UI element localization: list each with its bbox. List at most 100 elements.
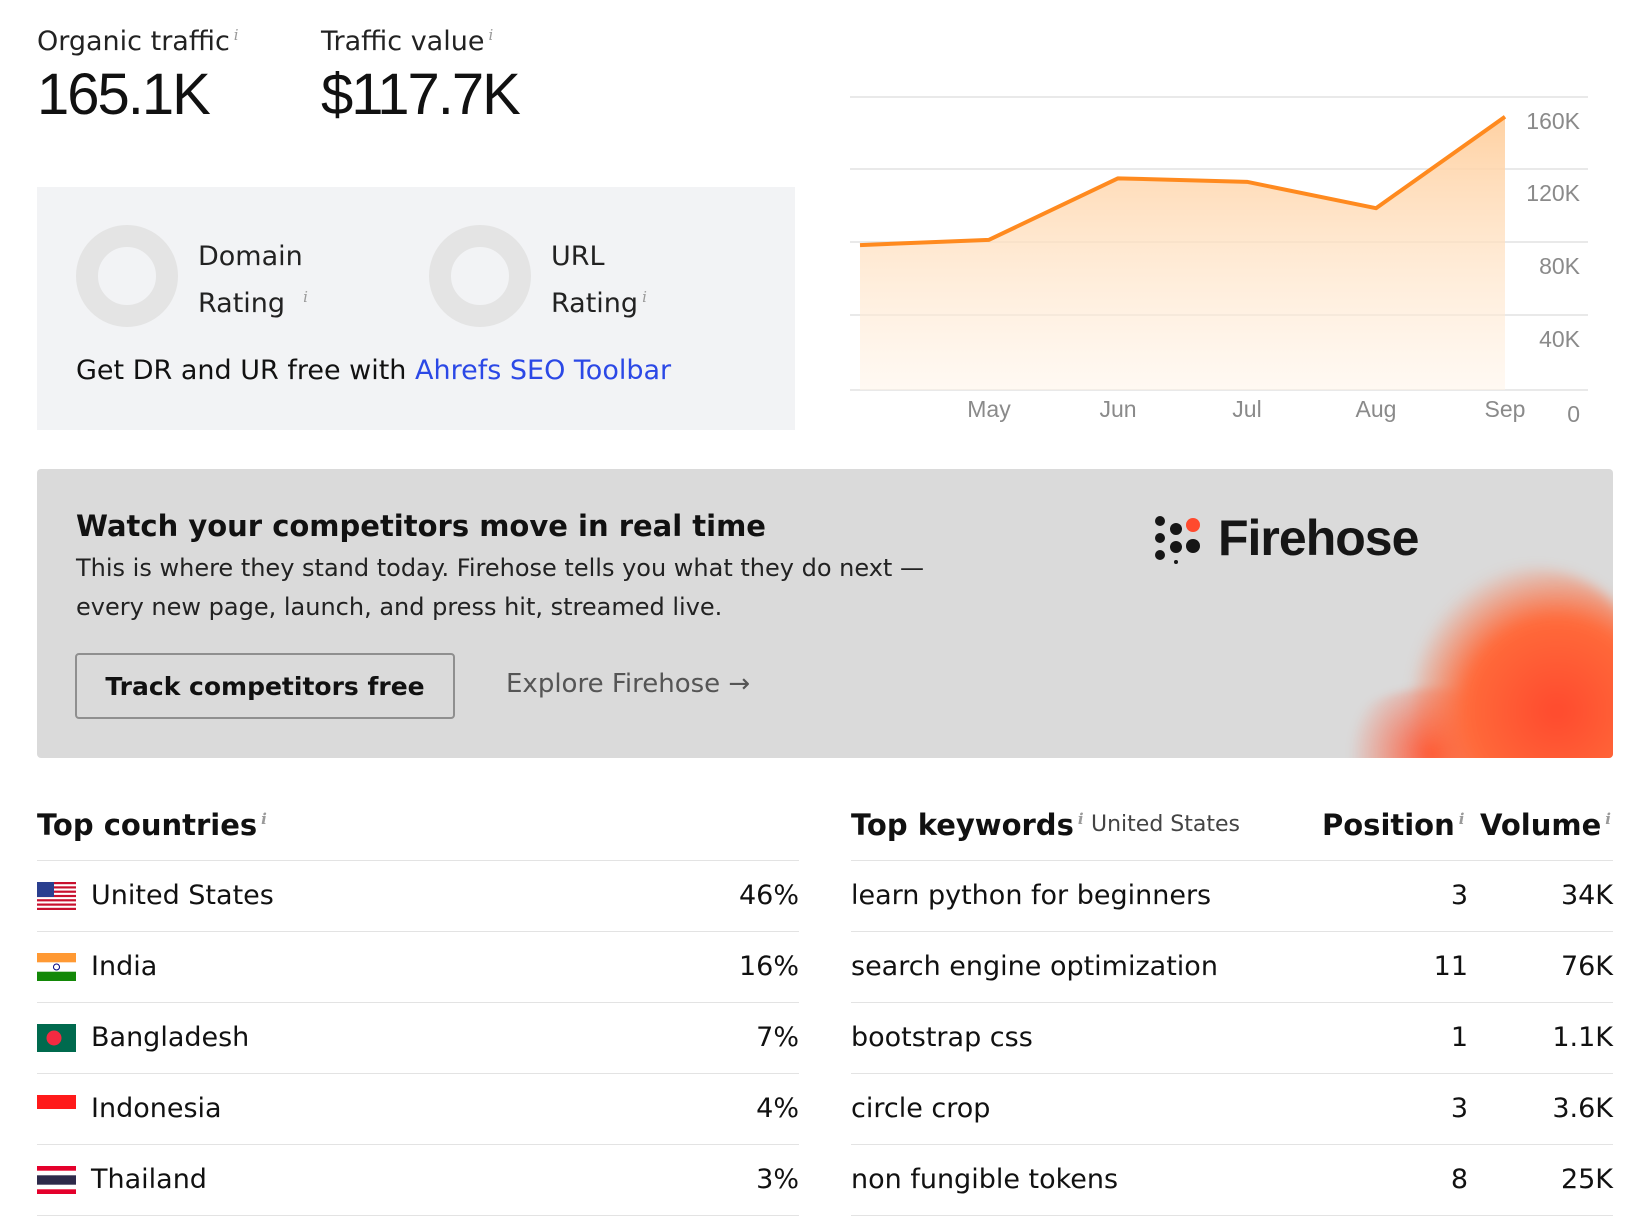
track-competitors-button[interactable]: Track competitors free: [75, 653, 455, 719]
firehose-logo: Firehose: [1152, 509, 1419, 567]
toolbar-promo-text: Get DR and UR free with Ahrefs SEO Toolb…: [76, 355, 672, 386]
keyword-text: circle crop: [851, 1093, 991, 1124]
traffic-value-label: Traffic value: [321, 26, 485, 57]
country-name: Thailand: [91, 1164, 207, 1195]
firehose-brand-name: Firehose: [1218, 510, 1419, 566]
keyword-position: 8: [1450, 1164, 1468, 1195]
country-percent: 3%: [756, 1164, 799, 1195]
rating-card: Domain Rating i URL Rating i Get DR and UR…: [37, 187, 795, 430]
promo-title: Watch your competitors move in real time: [76, 509, 766, 543]
bangladesh-flag-icon: [37, 1023, 76, 1052]
keyword-volume: 76K: [1560, 951, 1613, 982]
organic-traffic-value: 165.1K: [37, 62, 211, 127]
country-row[interactable]: India 16%: [37, 931, 799, 1002]
divider: [37, 1215, 799, 1216]
country-percent: 46%: [738, 880, 799, 911]
keyword-text: bootstrap css: [851, 1022, 1033, 1053]
divider: [851, 1144, 1613, 1145]
keyword-volume: 3.6K: [1552, 1093, 1613, 1124]
traffic-area: [860, 116, 1505, 390]
promo-decoration: [1413, 568, 1613, 758]
x-tick-label: Jul: [1232, 396, 1261, 422]
country-name: Bangladesh: [91, 1022, 250, 1053]
keyword-row[interactable]: learn python for beginners 3 34K: [851, 860, 1613, 931]
traffic-chart: 160K 120K 80K 40K 0 May Jun Jul Aug Sep: [850, 96, 1588, 427]
keywords-country[interactable]: United States: [1091, 812, 1240, 837]
keyword-position: 11: [1433, 951, 1468, 982]
divider: [37, 931, 799, 932]
country-percent: 4%: [756, 1093, 799, 1124]
info-icon[interactable]: i: [233, 26, 239, 44]
country-name: United States: [91, 880, 274, 911]
organic-traffic-metric: Organic traffic i 165.1K: [37, 26, 239, 128]
top-keywords-title: Top keywords i: [851, 808, 1084, 842]
divider: [37, 1073, 799, 1074]
info-icon[interactable]: i: [642, 288, 647, 306]
x-tick-label: Sep: [1485, 396, 1526, 422]
volume-header: Volume i: [1480, 808, 1611, 842]
keyword-text: non fungible tokens: [851, 1164, 1119, 1195]
india-flag-icon: [37, 952, 76, 981]
url-rating-label: URL Rating i: [551, 241, 647, 319]
country-row[interactable]: Indonesia 4%: [37, 1073, 799, 1144]
us-flag-icon: [37, 881, 76, 910]
divider: [37, 1144, 799, 1145]
ahrefs-toolbar-link[interactable]: Ahrefs SEO Toolbar: [415, 355, 672, 386]
keyword-volume: 1.1K: [1552, 1022, 1613, 1053]
country-row[interactable]: United States 46%: [37, 860, 799, 931]
position-header: Position i: [1322, 808, 1465, 842]
info-icon[interactable]: i: [1458, 810, 1465, 829]
divider: [851, 1002, 1613, 1003]
firehose-promo: Watch your competitors move in real time…: [37, 469, 1613, 758]
traffic-value-metric: Traffic value i $117.7K: [321, 26, 521, 128]
divider: [37, 1002, 799, 1003]
x-tick-label: May: [967, 396, 1011, 422]
keyword-position: 1: [1450, 1022, 1468, 1053]
country-percent: 16%: [738, 951, 799, 982]
divider: [851, 1215, 1613, 1216]
explore-firehose-link[interactable]: Explore Firehose →: [506, 669, 751, 699]
promo-description: This is where they stand today. Firehose…: [76, 554, 924, 621]
firehose-logo-icon: [1155, 516, 1200, 564]
keyword-row[interactable]: search engine optimization 11 76K: [851, 931, 1613, 1002]
organic-traffic-label: Organic traffic: [37, 26, 230, 57]
divider: [851, 931, 1613, 932]
divider: [851, 860, 1613, 861]
y-tick-label: 120K: [1526, 180, 1580, 206]
keyword-row[interactable]: circle crop 3 3.6K: [851, 1073, 1613, 1144]
info-icon[interactable]: i: [1605, 810, 1611, 829]
traffic-line: [859, 115, 1507, 248]
y-tick-label: 40K: [1539, 326, 1581, 352]
divider: [37, 860, 799, 861]
y-tick-label: 160K: [1526, 108, 1580, 134]
info-icon[interactable]: i: [261, 810, 267, 829]
y-tick-label: 80K: [1539, 253, 1581, 279]
info-icon[interactable]: i: [303, 288, 308, 306]
top-countries-title: Top countries i: [37, 808, 267, 842]
keyword-position: 3: [1450, 1093, 1468, 1124]
x-tick-label: Aug: [1356, 396, 1397, 422]
y-tick-label: 0: [1567, 401, 1580, 427]
traffic-value-value: $117.7K: [321, 62, 521, 127]
domain-rating-label: Domain Rating i: [198, 241, 308, 319]
info-icon[interactable]: i: [1077, 810, 1084, 829]
keyword-volume: 34K: [1560, 880, 1613, 911]
country-row[interactable]: Bangladesh 7%: [37, 1002, 799, 1073]
keyword-text: learn python for beginners: [851, 880, 1212, 911]
domain-rating-ring: [76, 225, 178, 327]
keyword-volume: 25K: [1560, 1164, 1613, 1195]
thailand-flag-icon: [37, 1165, 76, 1194]
keyword-text: search engine optimization: [851, 951, 1218, 982]
url-rating-ring: [429, 225, 531, 327]
info-icon[interactable]: i: [488, 26, 494, 44]
country-percent: 7%: [756, 1022, 799, 1053]
x-tick-label: Jun: [1099, 396, 1136, 422]
country-row[interactable]: Thailand 3%: [37, 1144, 799, 1215]
keyword-row[interactable]: non fungible tokens 8 25K: [851, 1144, 1613, 1215]
country-name: India: [91, 951, 158, 982]
country-name: Indonesia: [91, 1093, 222, 1124]
keyword-row[interactable]: bootstrap css 1 1.1K: [851, 1002, 1613, 1073]
keyword-position: 3: [1450, 880, 1468, 911]
indonesia-flag-icon: [37, 1094, 76, 1123]
divider: [851, 1073, 1613, 1074]
